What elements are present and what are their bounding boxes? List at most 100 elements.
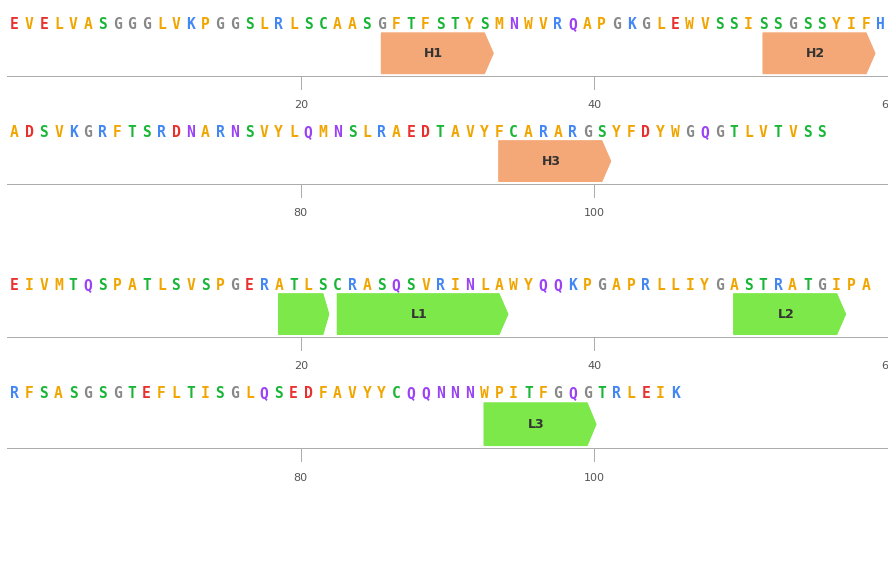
Text: H1: H1	[424, 47, 443, 60]
Text: T: T	[436, 124, 445, 140]
Text: Q: Q	[553, 277, 562, 293]
Text: L: L	[627, 386, 636, 401]
Text: K: K	[627, 17, 636, 32]
Text: V: V	[39, 277, 48, 293]
Text: A: A	[333, 386, 342, 401]
Text: A: A	[348, 17, 356, 32]
Text: L: L	[171, 386, 180, 401]
Text: E: E	[142, 386, 151, 401]
Text: A: A	[83, 17, 92, 32]
Text: P: P	[495, 386, 503, 401]
Text: F: F	[627, 124, 636, 140]
Text: V: V	[186, 277, 195, 293]
Text: T: T	[128, 386, 136, 401]
Text: T: T	[803, 277, 812, 293]
Text: A: A	[789, 277, 797, 293]
Text: C: C	[392, 386, 400, 401]
Text: Y: Y	[362, 386, 371, 401]
Text: Y: Y	[656, 124, 665, 140]
Text: L: L	[304, 277, 313, 293]
Text: L: L	[362, 124, 371, 140]
Text: D: D	[421, 124, 430, 140]
Text: S: S	[598, 124, 607, 140]
Text: T: T	[128, 124, 136, 140]
Text: 20: 20	[294, 361, 308, 371]
Text: D: D	[641, 124, 650, 140]
Text: S: S	[171, 277, 180, 293]
Text: Q: Q	[568, 386, 576, 401]
Text: V: V	[789, 124, 797, 140]
Text: S: S	[304, 17, 313, 32]
Text: L: L	[289, 17, 297, 32]
Text: T: T	[598, 386, 607, 401]
Text: G: G	[583, 124, 591, 140]
Text: W: W	[686, 17, 694, 32]
Text: S: S	[68, 386, 77, 401]
Text: H: H	[876, 17, 885, 32]
Text: Y: Y	[377, 386, 386, 401]
Text: L: L	[157, 17, 166, 32]
Text: E: E	[641, 386, 650, 401]
Text: K: K	[568, 277, 576, 293]
Text: Q: Q	[568, 17, 576, 32]
Text: G: G	[612, 17, 621, 32]
Text: N: N	[230, 124, 239, 140]
Text: S: S	[744, 277, 753, 293]
Text: R: R	[259, 277, 268, 293]
Text: F: F	[319, 386, 327, 401]
Polygon shape	[382, 33, 493, 73]
Text: S: S	[348, 124, 356, 140]
Text: V: V	[421, 277, 430, 293]
Text: N: N	[186, 124, 195, 140]
Text: G: G	[83, 386, 92, 401]
Text: L2: L2	[778, 307, 795, 320]
Text: Y: Y	[832, 17, 841, 32]
Text: R: R	[568, 124, 576, 140]
Text: S: S	[729, 17, 738, 32]
Text: G: G	[789, 17, 797, 32]
Text: Q: Q	[539, 277, 547, 293]
Text: T: T	[729, 124, 738, 140]
Text: I: I	[450, 277, 459, 293]
Text: Y: Y	[274, 124, 283, 140]
Text: D: D	[25, 124, 34, 140]
Text: W: W	[524, 17, 533, 32]
Text: N: N	[465, 277, 474, 293]
Text: L: L	[670, 277, 679, 293]
Text: 80: 80	[294, 473, 308, 483]
Text: A: A	[553, 124, 562, 140]
Text: P: P	[201, 17, 210, 32]
Text: I: I	[509, 386, 518, 401]
Polygon shape	[733, 294, 845, 334]
Text: S: S	[480, 17, 488, 32]
Text: N: N	[436, 386, 445, 401]
Text: 80: 80	[294, 208, 308, 218]
Text: P: P	[113, 277, 122, 293]
Text: W: W	[480, 386, 488, 401]
Text: Q: Q	[421, 386, 430, 401]
Polygon shape	[499, 141, 611, 181]
Text: A: A	[729, 277, 738, 293]
Text: I: I	[25, 277, 34, 293]
Text: 60: 60	[881, 100, 888, 110]
Text: E: E	[39, 17, 48, 32]
Text: G: G	[83, 124, 92, 140]
Text: L: L	[259, 17, 268, 32]
Text: Q: Q	[392, 277, 400, 293]
Text: G: G	[113, 386, 122, 401]
Text: R: R	[612, 386, 621, 401]
Text: G: G	[818, 277, 827, 293]
Text: 60: 60	[881, 361, 888, 371]
Text: S: S	[39, 386, 48, 401]
Text: P: P	[583, 277, 591, 293]
Text: M: M	[54, 277, 63, 293]
Text: A: A	[201, 124, 210, 140]
Text: L: L	[157, 277, 166, 293]
Text: S: S	[201, 277, 210, 293]
Text: I: I	[832, 277, 841, 293]
Text: A: A	[450, 124, 459, 140]
Text: S: S	[818, 17, 827, 32]
Text: S: S	[818, 124, 827, 140]
Text: D: D	[304, 386, 313, 401]
Text: G: G	[641, 17, 650, 32]
